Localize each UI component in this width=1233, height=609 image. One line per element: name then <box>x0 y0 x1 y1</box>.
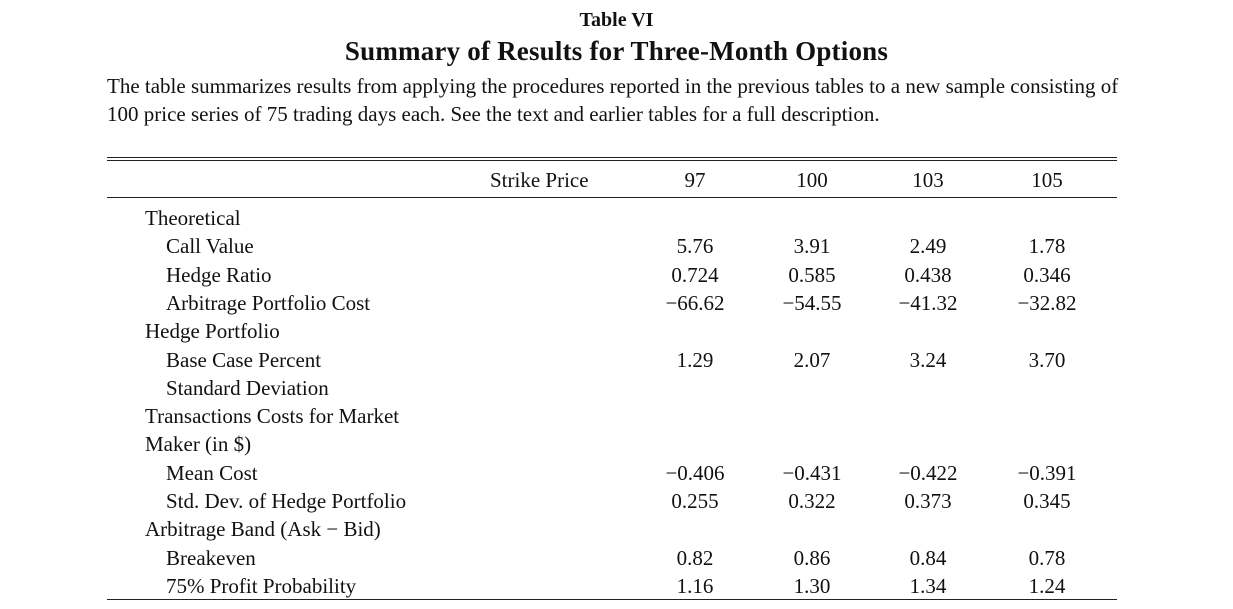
table-cell: 3.24 <box>909 348 947 372</box>
table-cell: −0.422 <box>898 461 958 485</box>
row-label: Breakeven <box>166 546 256 570</box>
table-cell: 0.78 <box>1028 546 1066 570</box>
table-cell: −41.32 <box>898 291 958 315</box>
row-label: Arbitrage Band (Ask − Bid) <box>145 517 381 541</box>
table-cell: 0.438 <box>904 263 952 287</box>
strike-header-105: 105 <box>1031 168 1063 192</box>
table-cell: 0.345 <box>1023 489 1071 513</box>
strike-header-97: 97 <box>684 168 706 192</box>
row-label: 75% Profit Probability <box>166 574 357 598</box>
strike-header-100: 100 <box>796 168 828 192</box>
table-cell: 0.585 <box>788 263 836 287</box>
table-cell: 1.16 <box>676 574 714 598</box>
row-label: Hedge Portfolio <box>145 319 280 343</box>
table-cell: 2.07 <box>793 348 831 372</box>
row-label: Arbitrage Portfolio Cost <box>166 291 371 315</box>
row-label: Theoretical <box>145 206 241 230</box>
table-cell: −0.431 <box>782 461 842 485</box>
row-label: Hedge Ratio <box>166 263 272 287</box>
table-cell: 1.29 <box>676 348 714 372</box>
table-caption: The table summarizes results from applyi… <box>107 74 1119 126</box>
table-cell: 0.84 <box>909 546 947 570</box>
table-cell: 1.24 <box>1028 574 1066 598</box>
table-label: Table VI <box>579 9 654 31</box>
table-cell: 3.70 <box>1028 348 1066 372</box>
table-cell: 5.76 <box>676 234 714 258</box>
bottom-rule <box>107 599 1117 600</box>
table-cell: −0.406 <box>665 461 725 485</box>
row-label: Mean Cost <box>166 461 258 485</box>
table-cell: 0.373 <box>904 489 952 513</box>
table-cell: 1.78 <box>1028 234 1066 258</box>
table-cell: 0.724 <box>671 263 719 287</box>
table-cell: 0.82 <box>676 546 714 570</box>
table-cell: 0.86 <box>793 546 831 570</box>
strike-header-103: 103 <box>912 168 944 192</box>
header-rule <box>107 197 1117 198</box>
table-cell: −66.62 <box>665 291 725 315</box>
table-cell: −54.55 <box>782 291 842 315</box>
table-cell: 2.49 <box>909 234 947 258</box>
table-cell: −32.82 <box>1017 291 1077 315</box>
top-rule-double <box>107 160 1117 161</box>
table-cell: 0.346 <box>1023 263 1071 287</box>
top-rule <box>107 157 1117 158</box>
table-title: Summary of Results for Three-Month Optio… <box>344 36 889 66</box>
row-label: Transactions Costs for Market <box>145 404 400 428</box>
table-cell: 1.30 <box>793 574 831 598</box>
row-label: Call Value <box>166 234 254 258</box>
table-cell: 0.322 <box>788 489 836 513</box>
table-cell: −0.391 <box>1017 461 1077 485</box>
table-cell: 3.91 <box>793 234 831 258</box>
table-cell: 1.34 <box>909 574 947 598</box>
row-label: Base Case Percent <box>166 348 322 372</box>
row-label: Std. Dev. of Hedge Portfolio <box>166 489 407 513</box>
strike-price-header: Strike Price <box>490 168 589 192</box>
row-label: Maker (in $) <box>145 432 252 456</box>
table-cell: 0.255 <box>671 489 719 513</box>
row-label: Standard Deviation <box>166 376 329 400</box>
